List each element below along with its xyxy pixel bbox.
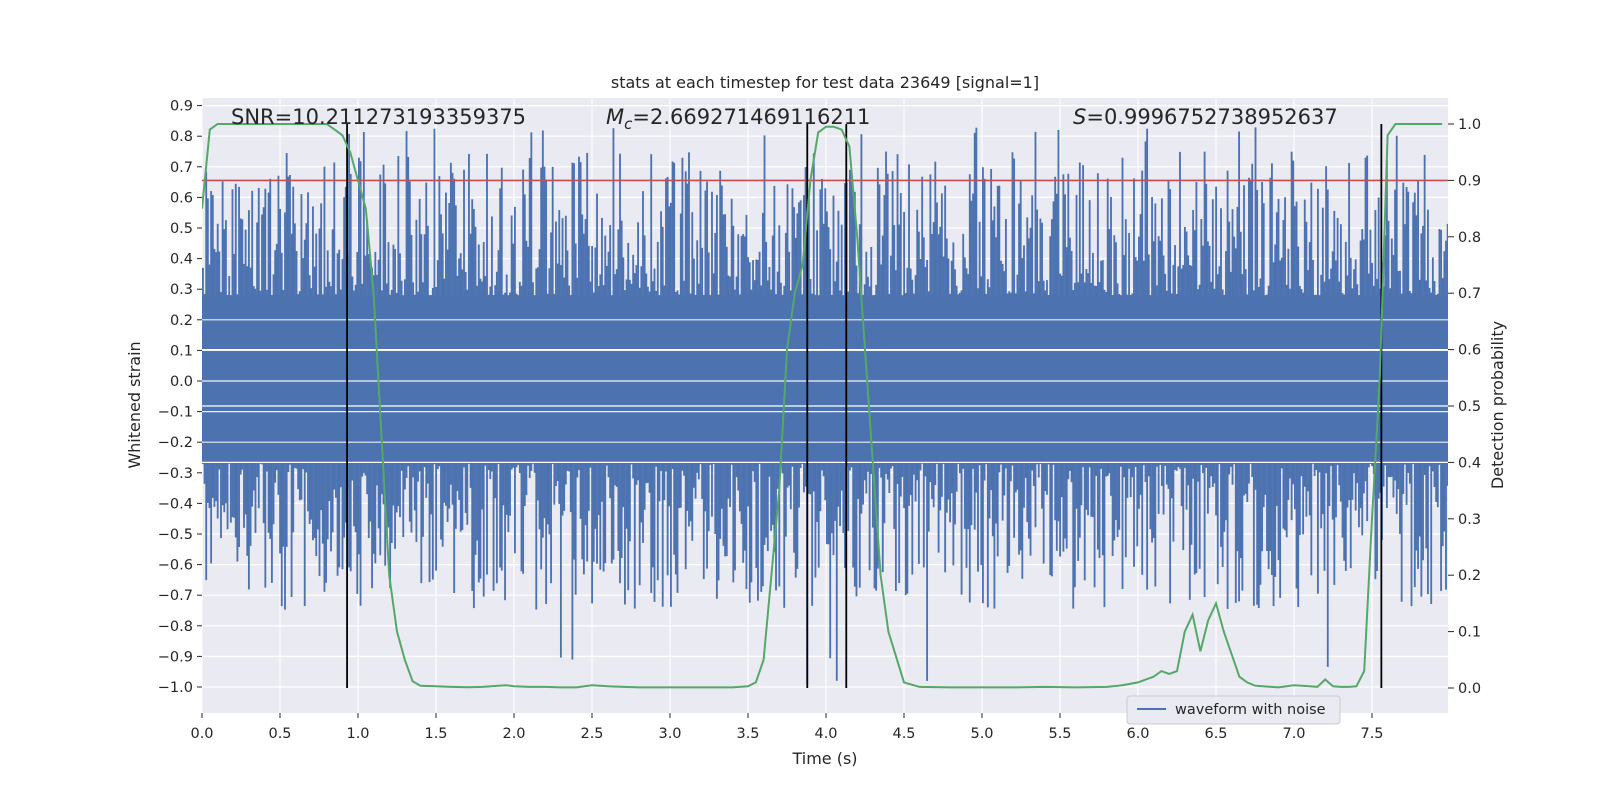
y-tick-label: −0.9 (158, 649, 193, 665)
y-tick-label: 0.3 (170, 282, 193, 298)
y2-tick-label: 0.6 (1458, 343, 1481, 359)
y2-tick-label: 0.0 (1458, 681, 1481, 697)
chirp-mass-symbol: M (606, 105, 624, 129)
y-tick-label: 0.1 (170, 343, 193, 359)
snr-annotation: SNR=10.211273193359375 (231, 105, 526, 129)
y-tick-label: 0.9 (170, 99, 193, 115)
score-symbol: S (1073, 105, 1086, 129)
y-tick-label: −0.6 (158, 558, 193, 574)
legend[interactable]: waveform with noise (1126, 695, 1341, 725)
y-tick-label: 0.0 (170, 374, 193, 390)
x-tick-label: 1.0 (346, 726, 369, 742)
y-tick-label: 0.6 (170, 190, 193, 206)
y2-tick-label: 1.0 (1458, 117, 1481, 133)
y-tick-label: 0.2 (170, 313, 193, 329)
y2-tick-label: 0.5 (1458, 399, 1481, 415)
chart-title: stats at each timestep for test data 236… (611, 73, 1039, 92)
detection-probability-line (202, 123, 1443, 689)
chirp-mass-annotation: Mc=2.669271469116211 (606, 105, 870, 133)
x-tick-label: 0.0 (190, 726, 213, 742)
y-tick-label: −0.1 (158, 405, 193, 421)
y2-tick-label: 0.1 (1458, 625, 1481, 641)
y-tick-label: 0.8 (170, 129, 193, 145)
y-axis-ticks: 0.9 0.8 0.7 0.6 0.5 0.4 0.3 0.2 0.1 0.0 −0.1 −0.2 −0… (158, 99, 202, 696)
y-tick-label: −0.2 (158, 435, 193, 451)
y2-axis-ticks: 1.0 0.9 0.8 0.7 0.6 0.5 0.4 0.3 0.2 0.1 0.0 (1448, 117, 1481, 697)
y2-axis-label: Detection probability (1488, 321, 1507, 489)
x-axis-label: Time (s) (791, 749, 857, 768)
x-tick-label: 1.5 (424, 726, 447, 742)
score-value: =0.9996752738952637 (1086, 105, 1337, 129)
waveform-series (202, 127, 1450, 684)
y-tick-label: −0.7 (158, 588, 193, 604)
y-tick-label: −0.3 (158, 466, 193, 482)
y-tick-label: −0.5 (158, 527, 193, 543)
y2-tick-label: 0.7 (1458, 286, 1481, 302)
y2-tick-label: 0.8 (1458, 230, 1481, 246)
y-tick-label: 0.5 (170, 221, 193, 237)
x-tick-label: 2.0 (502, 726, 525, 742)
y-tick-label: −1.0 (158, 680, 193, 696)
y2-tick-label: 0.9 (1458, 173, 1481, 189)
x-tick-label: 5.0 (970, 726, 993, 742)
score-annotation: S=0.9996752738952637 (1073, 105, 1338, 129)
plot-area (202, 123, 1450, 689)
x-tick-label: 3.0 (658, 726, 681, 742)
legend-label: waveform with noise (1175, 702, 1326, 718)
x-tick-label: 6.0 (1126, 726, 1149, 742)
y-tick-label: −0.4 (158, 496, 193, 512)
x-axis-ticks: 0.0 0.5 1.0 1.5 2.0 2.5 3.0 3.5 4.0 4.5 5.0 5.5 6.0 6… (190, 713, 1384, 742)
chirp-mass-value: =2.669271469116211 (632, 105, 870, 129)
waveform-bar (926, 259, 929, 681)
y2-tick-label: 0.2 (1458, 568, 1481, 584)
x-tick-label: 4.0 (814, 726, 837, 742)
y-axis-label: Whitened strain (125, 341, 144, 468)
legend-box (1126, 695, 1341, 725)
x-tick-label: 2.5 (580, 726, 603, 742)
y2-tick-label: 0.4 (1458, 455, 1481, 471)
x-tick-label: 5.5 (1048, 726, 1071, 742)
x-tick-label: 4.5 (892, 726, 915, 742)
x-tick-label: 0.5 (268, 726, 291, 742)
waveform-bar (1448, 262, 1450, 513)
y2-tick-label: 0.3 (1458, 512, 1481, 528)
y-tick-label: 0.7 (170, 160, 193, 176)
chirp-mass-subscript: c (624, 115, 633, 133)
x-tick-label: 3.5 (736, 726, 759, 742)
x-tick-label: 7.0 (1282, 726, 1305, 742)
x-tick-label: 7.5 (1360, 726, 1383, 742)
waveform-core (202, 295, 1448, 464)
y-tick-label: −0.8 (158, 619, 193, 635)
x-tick-label: 6.5 (1204, 726, 1227, 742)
y-tick-label: 0.4 (170, 252, 193, 268)
waveform-bar (835, 261, 838, 681)
